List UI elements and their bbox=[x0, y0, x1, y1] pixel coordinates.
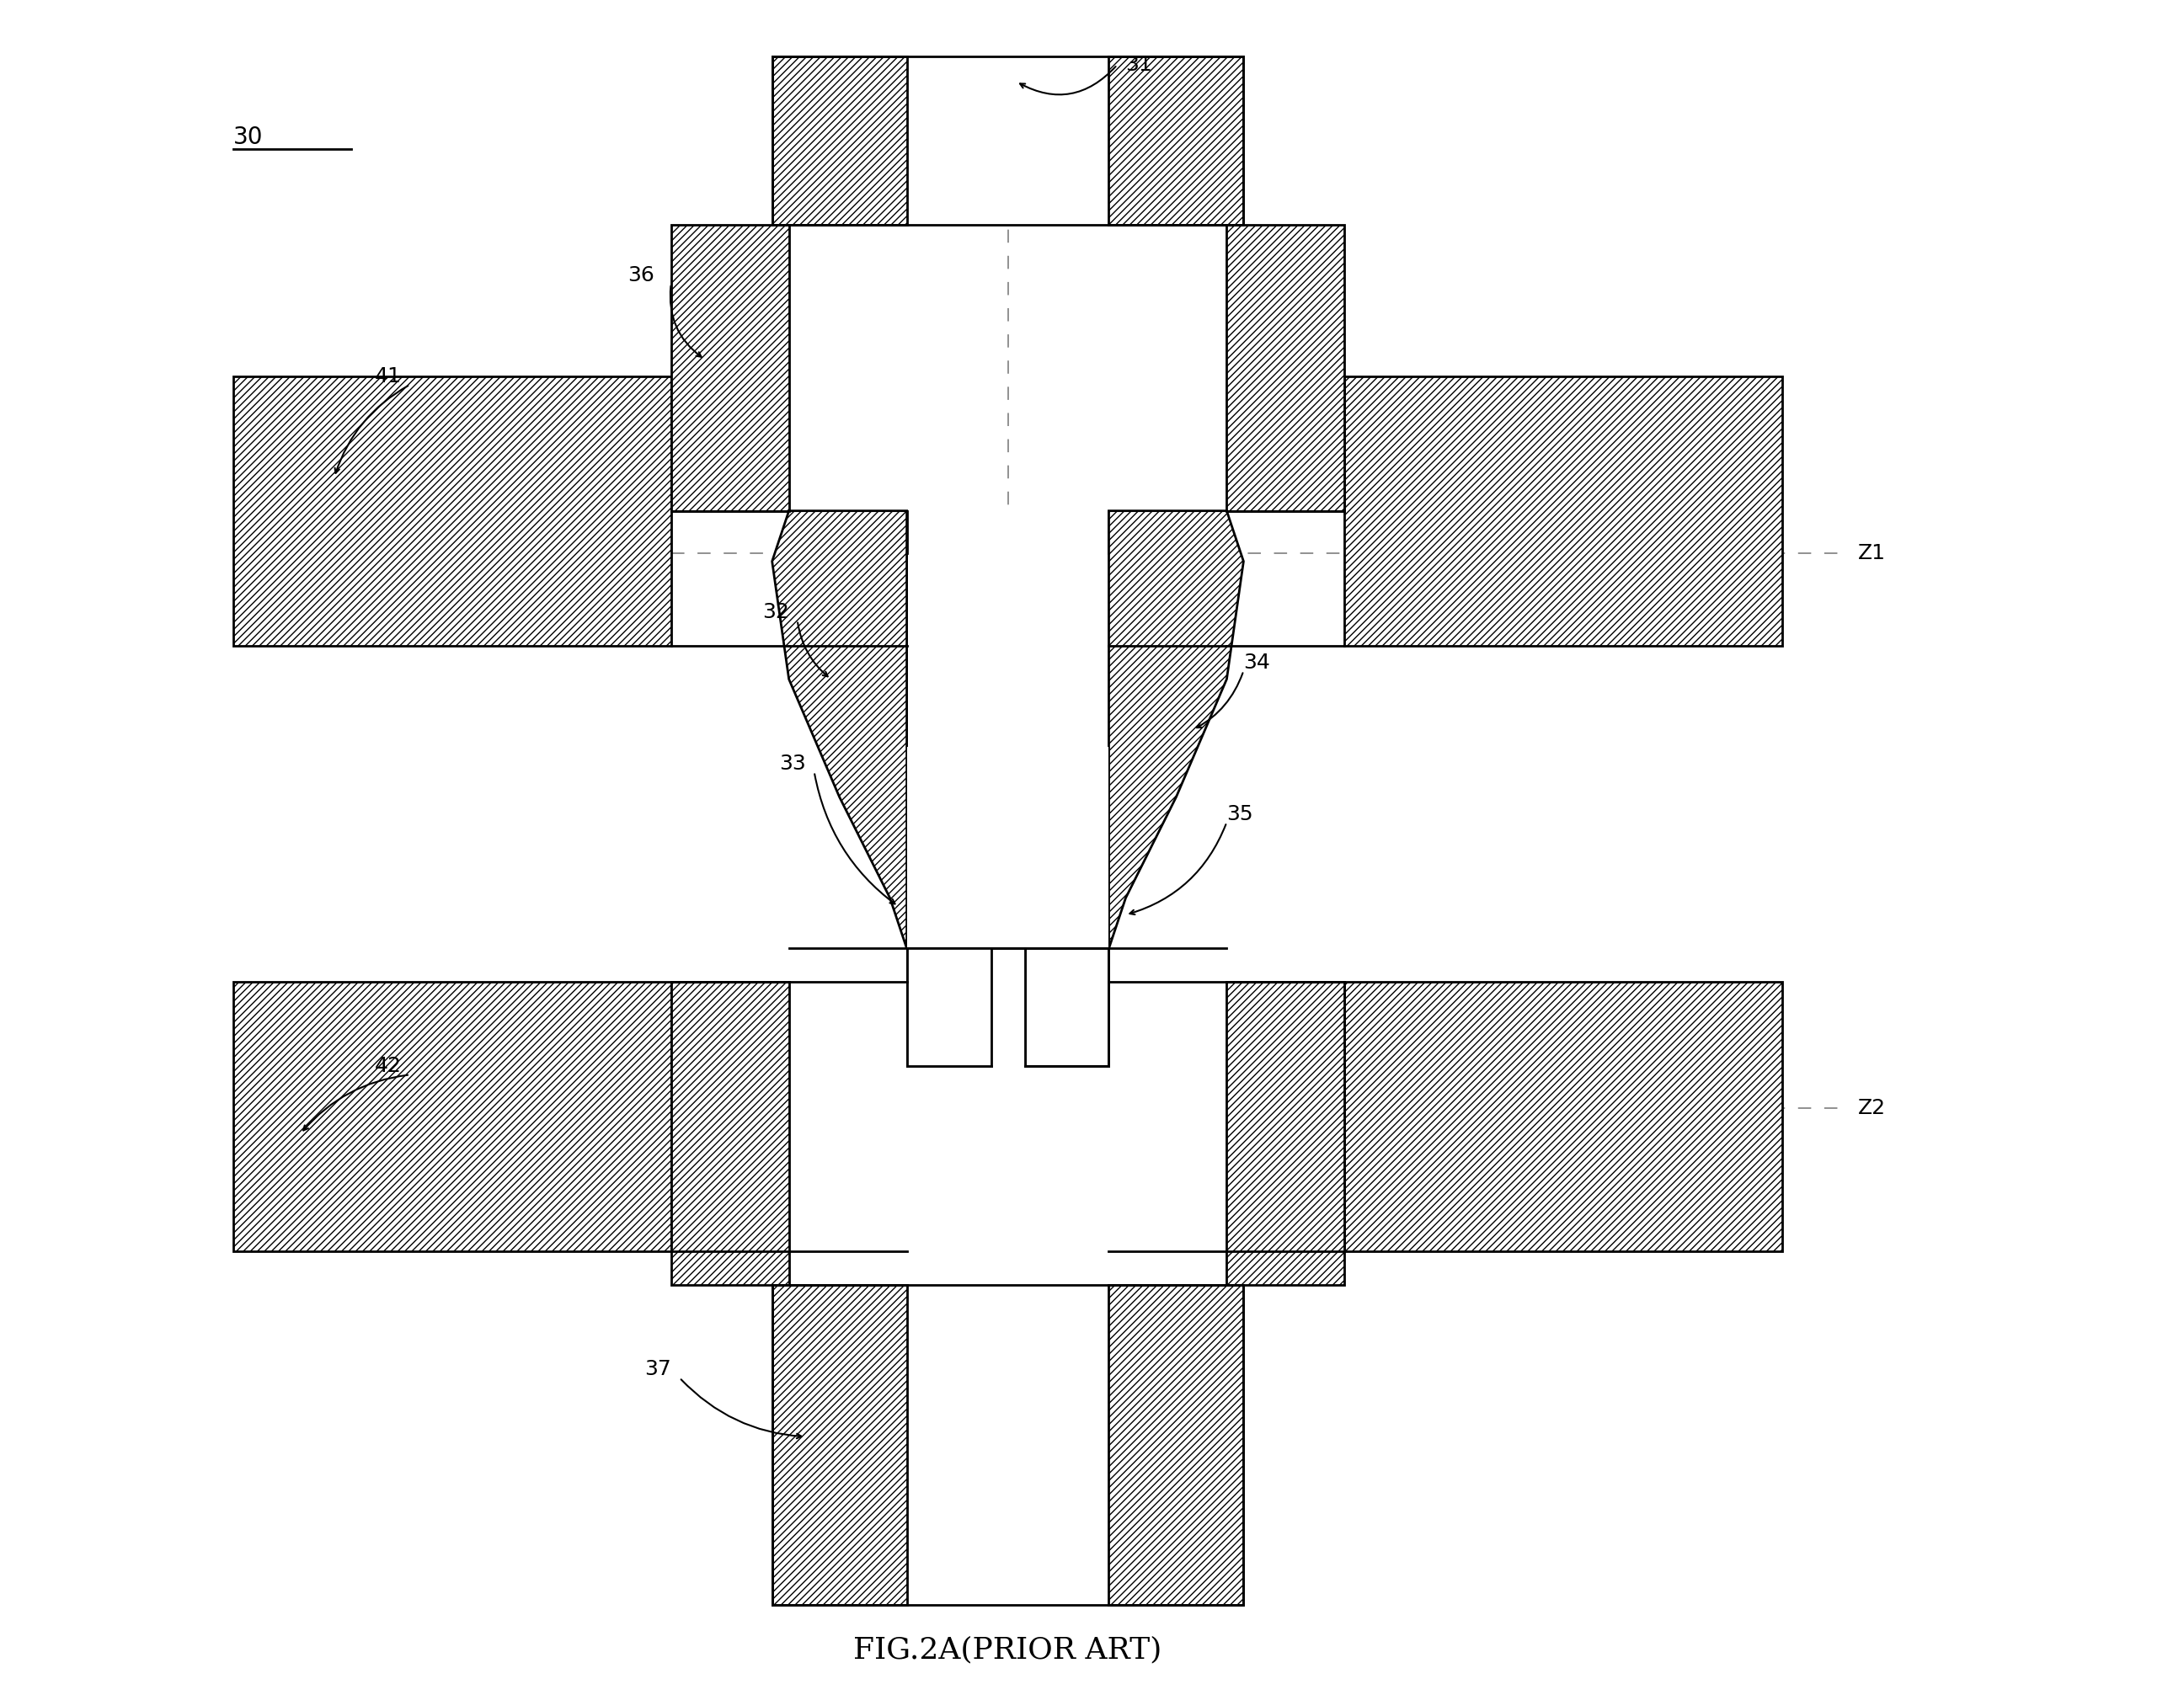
Bar bbox=[1227, 225, 1345, 510]
Text: 34: 34 bbox=[1243, 653, 1271, 673]
Bar bbox=[1109, 502, 1227, 646]
Text: FIG.2A(PRIOR ART): FIG.2A(PRIOR ART) bbox=[854, 1636, 1162, 1664]
Bar bbox=[906, 510, 1109, 746]
Bar bbox=[1109, 1285, 1243, 1605]
Bar bbox=[906, 1066, 1109, 1285]
Text: 30: 30 bbox=[234, 125, 262, 149]
Text: 41: 41 bbox=[376, 366, 402, 386]
Polygon shape bbox=[906, 949, 1109, 1066]
Bar bbox=[906, 1285, 1109, 1605]
Bar bbox=[234, 376, 670, 646]
Text: 36: 36 bbox=[627, 264, 655, 285]
Bar bbox=[234, 981, 670, 1251]
Bar bbox=[670, 981, 788, 1285]
Bar bbox=[1109, 56, 1243, 225]
Bar bbox=[906, 746, 1109, 949]
Bar bbox=[1345, 981, 1782, 1251]
Text: 37: 37 bbox=[644, 1359, 670, 1380]
Text: 31: 31 bbox=[1125, 54, 1153, 75]
Bar bbox=[670, 225, 788, 510]
Bar bbox=[906, 949, 992, 1066]
Bar bbox=[788, 502, 906, 646]
Bar bbox=[788, 981, 906, 1251]
Bar bbox=[1109, 981, 1227, 1251]
Bar bbox=[1227, 981, 1345, 1285]
Polygon shape bbox=[1109, 510, 1243, 949]
Bar bbox=[773, 56, 906, 225]
Text: Z2: Z2 bbox=[1859, 1098, 1887, 1119]
Bar bbox=[906, 56, 1109, 225]
Bar bbox=[788, 510, 906, 553]
Text: 42: 42 bbox=[376, 1056, 402, 1076]
Bar bbox=[1109, 510, 1227, 553]
Text: 32: 32 bbox=[762, 602, 788, 622]
Bar bbox=[906, 949, 1024, 1066]
Text: 35: 35 bbox=[1227, 803, 1254, 824]
Text: Z1: Z1 bbox=[1859, 542, 1887, 563]
Bar bbox=[773, 1285, 906, 1605]
Bar bbox=[773, 56, 1243, 225]
Bar bbox=[1024, 949, 1109, 1066]
Bar bbox=[1345, 376, 1782, 646]
Bar bbox=[773, 1285, 1243, 1605]
Polygon shape bbox=[773, 510, 906, 949]
Text: 33: 33 bbox=[780, 753, 806, 773]
